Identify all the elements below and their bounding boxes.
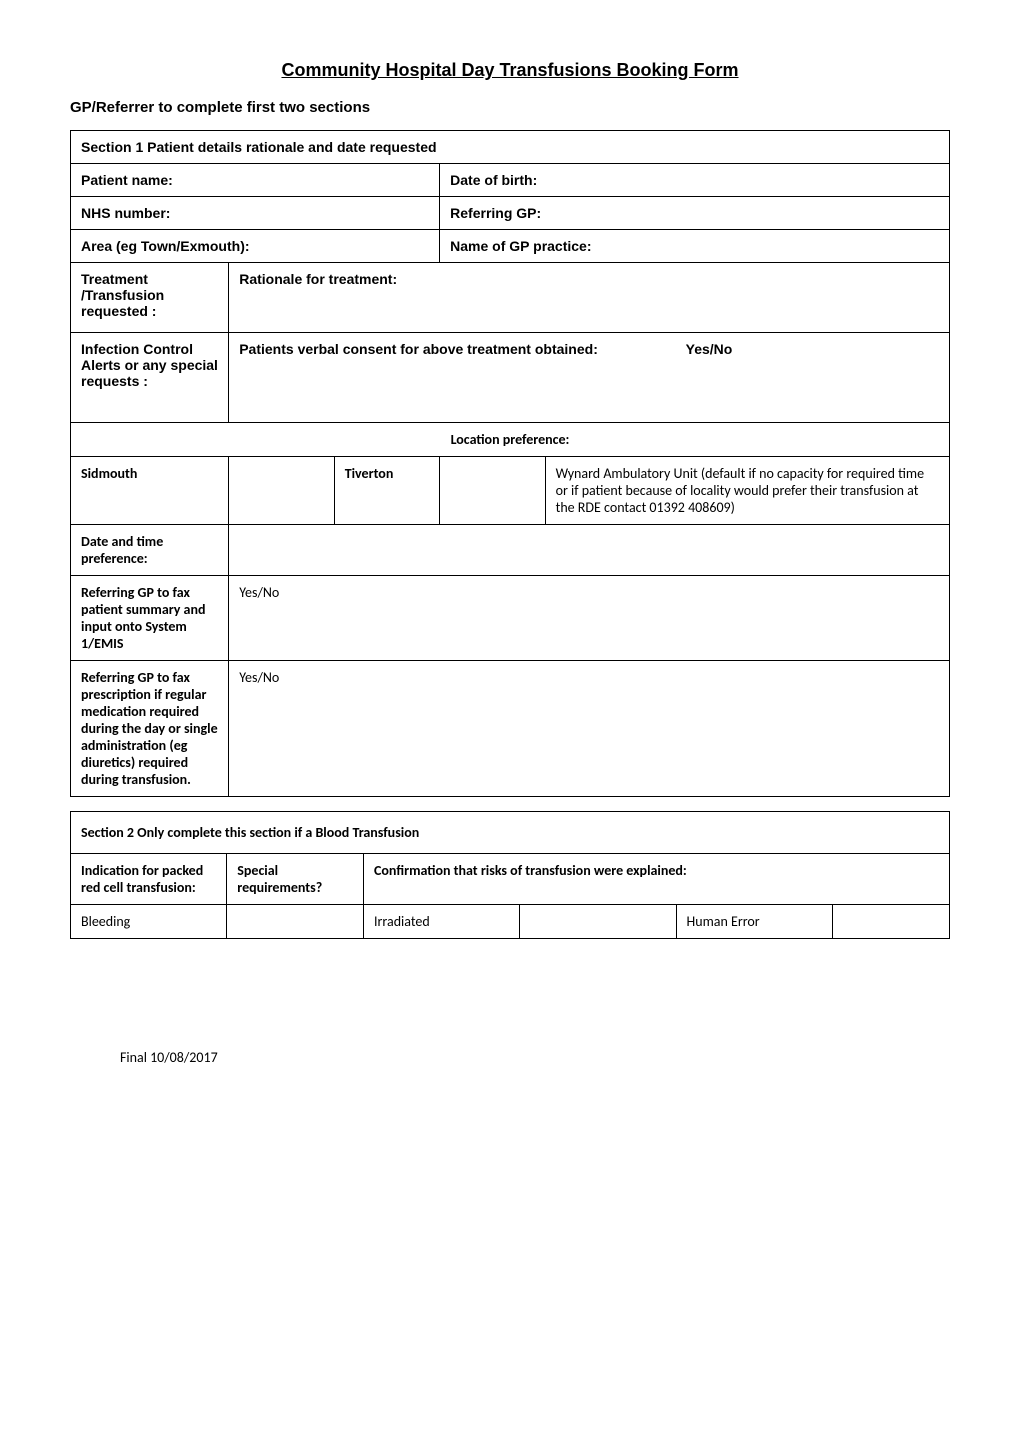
page-subtitle: GP/Referrer to complete first two sectio…	[70, 99, 950, 116]
location-pref-label: Location preference:	[71, 423, 950, 457]
fax-summary-value[interactable]: Yes/No	[229, 576, 950, 661]
area-label: Area (eg Town/Exmouth):	[71, 230, 440, 263]
consent-value: Yes/No	[686, 341, 733, 357]
page-title: Community Hospital Day Transfusions Book…	[70, 60, 950, 81]
loc-wynard-label: Wynard Ambulatory Unit (default if no ca…	[545, 457, 949, 525]
bleeding-label: Bleeding	[71, 905, 227, 939]
fax-summary-label: Referring GP to fax patient summary and …	[71, 576, 229, 661]
rationale-label: Rationale for treatment:	[229, 263, 950, 333]
section2-table: Section 2 Only complete this section if …	[70, 811, 950, 939]
fax-prescription-value[interactable]: Yes/No	[229, 661, 950, 797]
human-error-value[interactable]	[832, 905, 949, 939]
special-req-label: Special requirements?	[227, 854, 364, 905]
patient-name-label: Patient name:	[71, 164, 440, 197]
date-time-value[interactable]	[229, 525, 950, 576]
consent-cell: Patients verbal consent for above treatm…	[229, 333, 950, 423]
infection-label: Infection Control Alerts or any special …	[71, 333, 229, 423]
referring-gp-label: Referring GP:	[440, 197, 950, 230]
gp-practice-label: Name of GP practice:	[440, 230, 950, 263]
loc-sidmouth-label: Sidmouth	[71, 457, 229, 525]
section1-table: Section 1 Patient details rationale and …	[70, 130, 950, 797]
section1-header: Section 1 Patient details rationale and …	[71, 131, 950, 164]
section2-header: Section 2 Only complete this section if …	[71, 812, 950, 854]
nhs-number-label: NHS number:	[71, 197, 440, 230]
confirmation-label: Confirmation that risks of transfusion w…	[363, 854, 949, 905]
irradiated-value[interactable]	[520, 905, 676, 939]
date-time-label: Date and time preference:	[71, 525, 229, 576]
indication-label: Indication for packed red cell transfusi…	[71, 854, 227, 905]
treatment-label: Treatment /Transfusion requested :	[71, 263, 229, 333]
loc-tiverton-label: Tiverton	[334, 457, 439, 525]
loc-sidmouth-value[interactable]	[229, 457, 334, 525]
consent-label: Patients verbal consent for above treatm…	[239, 341, 598, 357]
loc-tiverton-value[interactable]	[440, 457, 545, 525]
dob-label: Date of birth:	[440, 164, 950, 197]
fax-prescription-label: Referring GP to fax prescription if regu…	[71, 661, 229, 797]
human-error-label: Human Error	[676, 905, 832, 939]
footer-text: Final 10/08/2017	[120, 1049, 950, 1066]
irradiated-label: Irradiated	[363, 905, 519, 939]
bleeding-special-value[interactable]	[227, 905, 364, 939]
